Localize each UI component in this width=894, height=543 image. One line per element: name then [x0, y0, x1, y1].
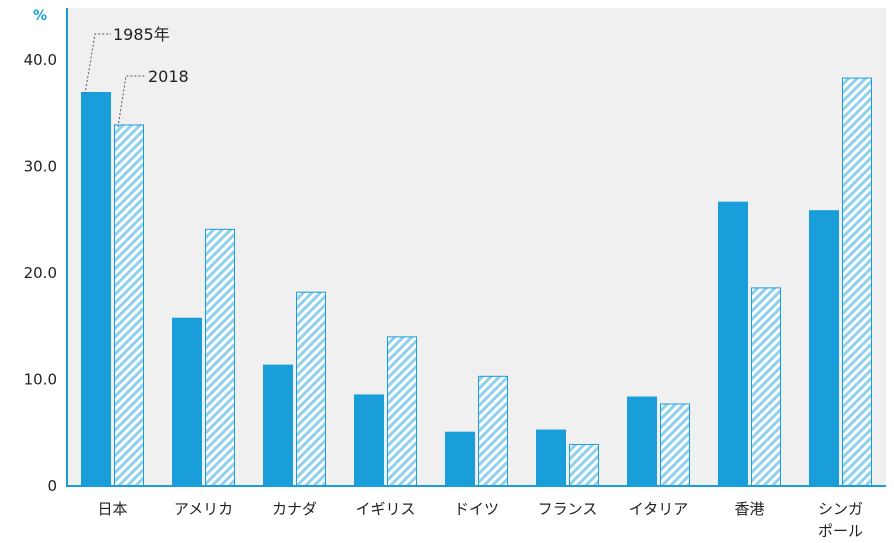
x-category-label: アメリカ: [174, 500, 233, 518]
y-unit-label: %: [33, 8, 47, 24]
y-tick-label: 40.0: [24, 51, 57, 69]
x-category-label: ポール: [818, 522, 863, 540]
y-tick-labels: 0 10.0 20.0 30.0 40.0: [24, 51, 57, 495]
x-category-label: イタリア: [629, 500, 688, 518]
y-tick-label: 0: [47, 477, 57, 495]
bar-1985: [263, 364, 293, 486]
x-category-label: ドイツ: [454, 500, 499, 518]
bar-1985: [445, 431, 475, 486]
bar-2018: [478, 375, 508, 487]
bar-2018: [751, 287, 781, 487]
x-category-label: 香港: [734, 500, 764, 518]
bar-1985: [172, 317, 202, 486]
bar-1985: [627, 396, 657, 486]
plot-background: [67, 8, 886, 486]
bar-2018: [114, 124, 144, 487]
series-label-2018: 2018: [148, 67, 189, 86]
callout-leader-1985: [84, 33, 111, 95]
bar-2018: [205, 228, 235, 487]
bar-1985: [718, 201, 748, 486]
bar-2018: [296, 291, 326, 487]
x-category-label: シンガ: [818, 500, 863, 518]
bar-1985: [536, 429, 566, 486]
callout-leader-2018: [117, 75, 146, 128]
bar-2018: [569, 443, 599, 487]
y-tick-label: 10.0: [24, 371, 57, 389]
bar-1985: [81, 91, 111, 486]
bar-1985: [354, 394, 384, 486]
bar-2018: [387, 336, 417, 487]
x-category-label: フランス: [538, 500, 598, 518]
y-tick-label: 20.0: [24, 264, 57, 282]
x-category-label: イギリス: [355, 500, 415, 518]
series-label-1985: 1985年: [113, 25, 170, 44]
y-tick-label: 30.0: [24, 158, 57, 176]
bar-2018: [660, 403, 690, 487]
series-callouts: 1985年 2018: [84, 25, 189, 128]
bar-1985: [809, 210, 839, 487]
x-category-label: 日本: [97, 500, 127, 518]
bar-2018: [842, 77, 872, 487]
bars-group: [81, 77, 872, 487]
x-category-label: カナダ: [272, 500, 317, 518]
